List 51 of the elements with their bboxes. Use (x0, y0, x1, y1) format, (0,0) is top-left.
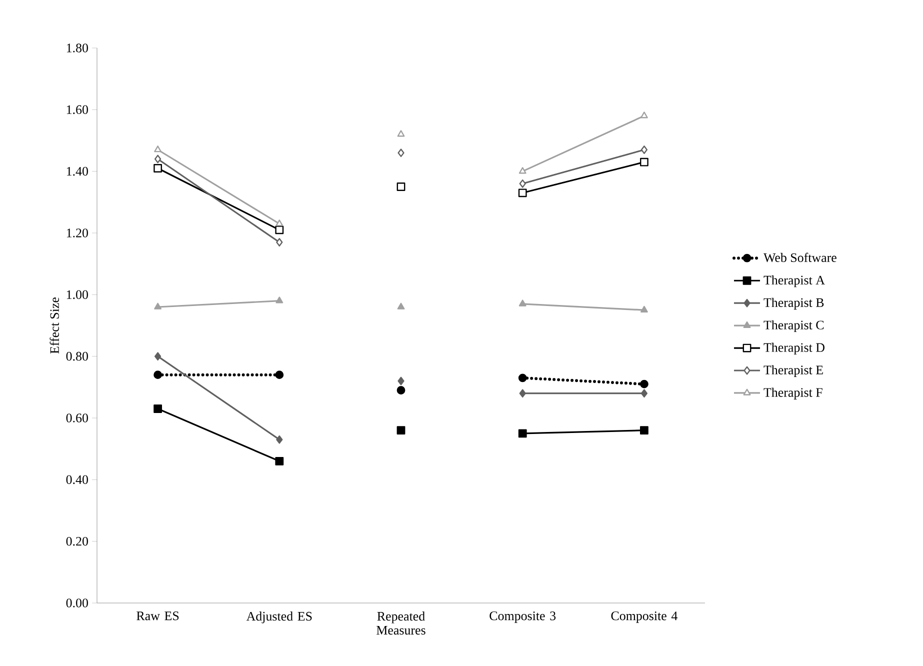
point (276, 296, 284, 304)
legend-label: Therapist D (764, 342, 824, 355)
point (154, 146, 162, 152)
legend-label: Web Software (764, 252, 836, 262)
point (154, 404, 162, 413)
point (640, 112, 648, 118)
y-axis-title: Effect Size (50, 297, 59, 354)
legend-label: Therapist B (764, 298, 824, 310)
point (518, 429, 527, 438)
point (276, 435, 283, 444)
point (275, 226, 284, 234)
y-tick-label: 0.60 (66, 414, 88, 422)
point (275, 370, 284, 380)
point (154, 370, 162, 380)
y-tick-label: 0.00 (66, 598, 88, 608)
y-tick-label: 0.40 (66, 475, 88, 484)
point (154, 154, 162, 164)
y-tick-label: 1.40 (66, 166, 88, 176)
legend-label: Therapist C (764, 320, 824, 332)
point (519, 179, 526, 188)
y-tick-label: 1.60 (66, 105, 88, 114)
point (154, 302, 162, 310)
point (275, 456, 284, 466)
x-tick-label: Composite 3 (490, 612, 556, 623)
y-tick-label: 0.80 (66, 352, 88, 361)
x-tick-label: Adjusted ES (246, 612, 312, 624)
x-tick-label: Raw ES (136, 612, 179, 620)
y-tick-label: 1.20 (66, 228, 88, 238)
point (519, 389, 526, 398)
point (154, 352, 162, 361)
y-tick-label: 0.20 (66, 536, 88, 546)
point (640, 306, 648, 312)
point (518, 188, 527, 198)
legend-label: Therapist F (764, 388, 822, 400)
point (518, 167, 526, 174)
point (640, 426, 648, 435)
legend-label: Therapist E (764, 365, 823, 377)
x-tick-label: Composite 4 (611, 612, 678, 623)
point (154, 164, 162, 172)
point (518, 374, 527, 382)
y-tick-label: 1.00 (66, 290, 88, 300)
x-tick-label: Repeated Measures (376, 612, 426, 635)
point (640, 389, 648, 398)
point (276, 220, 284, 226)
y-tick-label: 1.80 (66, 44, 88, 52)
point (640, 158, 648, 166)
point (276, 238, 283, 246)
point (518, 300, 526, 306)
legend-label: Therapist A (764, 275, 825, 288)
point (640, 380, 648, 388)
point (640, 146, 648, 154)
